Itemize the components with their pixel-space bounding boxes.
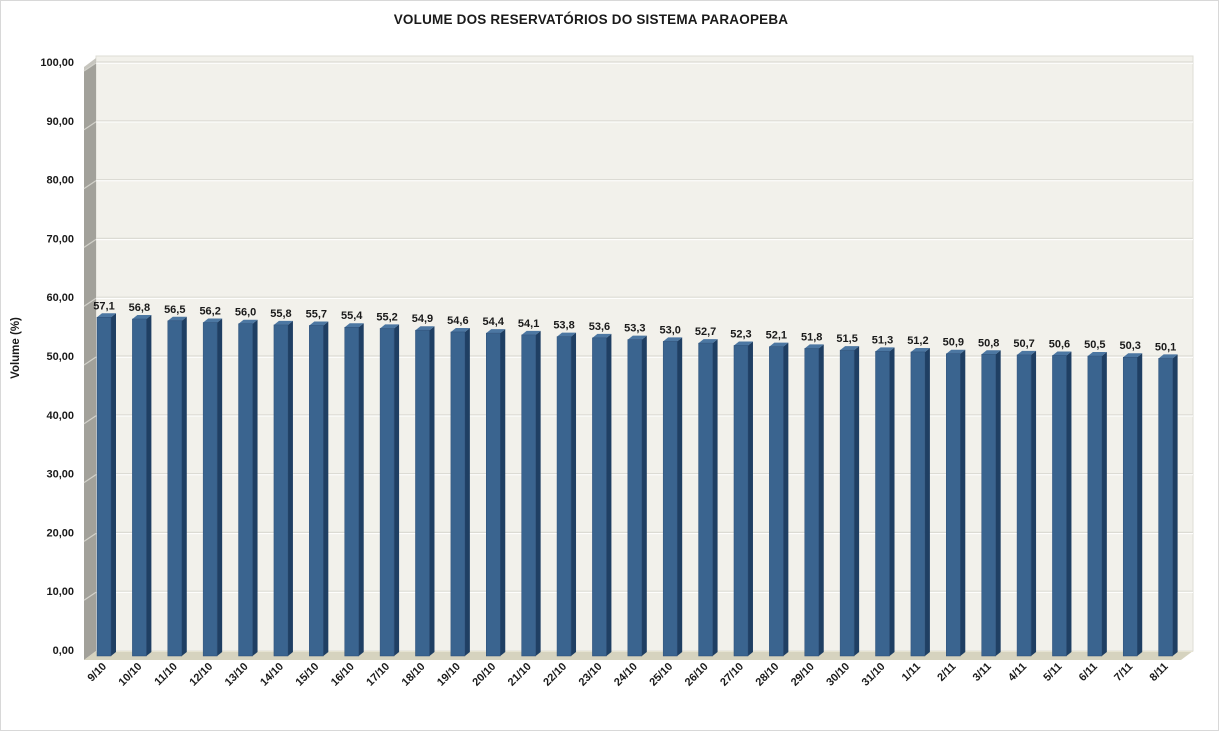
bar <box>592 333 612 657</box>
y-tick-label: 20,00 <box>46 527 74 539</box>
y-tick-label: 10,00 <box>46 586 74 598</box>
bars <box>96 313 1178 657</box>
side-wall-cap <box>84 58 96 71</box>
bar-value-label: 52,7 <box>695 326 716 338</box>
wall-tick <box>83 415 97 425</box>
wall-tick <box>83 532 97 542</box>
y-tick-label: 100,00 <box>40 57 74 69</box>
y-axis-title: Volume (%) <box>10 317 22 379</box>
bar-value-label: 53,0 <box>659 324 680 336</box>
wall-tick <box>83 238 97 248</box>
bar-value-label: 53,3 <box>624 323 645 335</box>
bar-value-label: 50,9 <box>943 337 964 349</box>
bar-value-label: 55,4 <box>341 310 363 322</box>
y-axis-labels: 0,00 10,00 20,00 30,00 40,00 50,00 60,00 70,00 8… <box>40 57 74 657</box>
bar-value-label: 56,2 <box>199 306 220 318</box>
bar <box>804 344 824 657</box>
bar <box>875 347 895 657</box>
bar <box>486 329 506 657</box>
y-tick-label: 60,00 <box>46 292 74 304</box>
bar <box>1016 350 1037 657</box>
bar <box>273 320 293 657</box>
bar <box>415 326 435 657</box>
bar-value-label: 56,8 <box>129 302 150 314</box>
bar <box>627 335 647 657</box>
bar-value-label: 52,3 <box>730 328 751 340</box>
bar <box>379 324 400 657</box>
bar <box>132 315 152 657</box>
bar <box>839 346 860 657</box>
bar <box>946 349 966 657</box>
bar-value-label: 52,1 <box>766 330 787 342</box>
bar-value-label: 56,5 <box>164 304 185 316</box>
bar <box>556 332 577 657</box>
wall-tick <box>83 121 97 131</box>
bar <box>344 323 364 657</box>
bar-value-label: 53,6 <box>589 321 610 333</box>
bar <box>662 337 683 657</box>
value-labels: 57,1 56,8 56,5 56,2 56,0 55,8 55,7 55,4 55,2 54,9… <box>93 300 1176 353</box>
bar <box>1122 353 1143 657</box>
bar <box>733 341 753 657</box>
bar <box>1158 354 1178 657</box>
bar-value-label: 51,8 <box>801 331 822 343</box>
y-tick-label: 0,00 <box>53 645 74 657</box>
bar-value-label: 50,1 <box>1155 341 1176 353</box>
bar <box>1052 351 1072 657</box>
bar-value-label: 50,5 <box>1084 339 1105 351</box>
wall-tick <box>83 474 97 484</box>
bar-value-label: 54,6 <box>447 315 468 327</box>
bar <box>521 330 541 657</box>
y-tick-label: 90,00 <box>46 116 74 128</box>
chart-title: VOLUME DOS RESERVATÓRIOS DO SISTEMA PARA… <box>394 12 789 27</box>
wall-tick <box>83 62 97 72</box>
wall-tick <box>83 297 97 307</box>
y-tick-label: 70,00 <box>46 233 74 245</box>
bar <box>450 327 470 657</box>
bar-value-label: 55,2 <box>376 311 397 323</box>
bar-value-label: 55,8 <box>270 308 291 320</box>
bar <box>910 347 930 657</box>
bar-value-label: 50,6 <box>1049 338 1070 350</box>
wall-tick <box>83 356 97 366</box>
bar <box>981 350 1001 657</box>
bar <box>96 313 116 657</box>
bar-value-label: 57,1 <box>93 300 114 312</box>
bar <box>202 318 223 657</box>
bar-value-label: 51,5 <box>836 333 857 345</box>
bar <box>238 319 258 657</box>
bar-value-label: 56,0 <box>235 307 256 319</box>
y-tick-label: 40,00 <box>46 410 74 422</box>
bar-value-label: 55,7 <box>306 308 327 320</box>
bar <box>1087 352 1107 657</box>
y-tick-label: 80,00 <box>46 175 74 187</box>
bar <box>309 321 329 657</box>
bar <box>167 316 187 657</box>
bar <box>769 342 789 657</box>
y-tick-label: 30,00 <box>46 469 74 481</box>
bar-value-label: 50,3 <box>1120 340 1141 352</box>
bar-value-label: 53,8 <box>553 320 574 332</box>
wall-tick <box>83 591 97 601</box>
bar-value-label: 50,7 <box>1013 338 1034 350</box>
bar-value-label: 54,1 <box>518 318 539 330</box>
bar-value-label: 50,8 <box>978 337 999 349</box>
side-wall-ticks <box>83 62 97 601</box>
wall-tick <box>83 180 97 190</box>
bar-value-label: 51,2 <box>907 335 928 347</box>
bar-value-label: 54,4 <box>483 316 505 328</box>
bar-value-label: 54,9 <box>412 313 433 325</box>
bar-value-label: 51,3 <box>872 334 893 346</box>
y-tick-label: 50,00 <box>46 351 74 363</box>
bar <box>698 339 718 657</box>
